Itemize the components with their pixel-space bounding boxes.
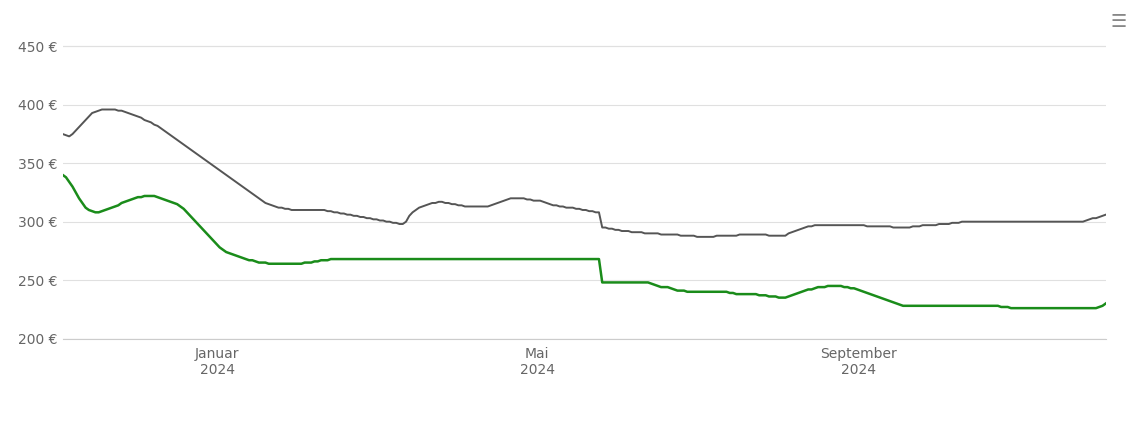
Text: ☰: ☰ [1110,13,1126,31]
